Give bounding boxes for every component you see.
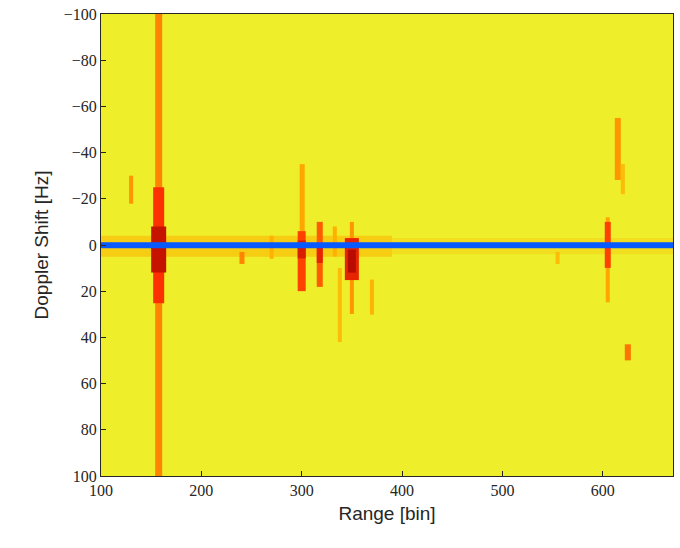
svg-text:500: 500: [490, 482, 514, 499]
svg-text:−80: −80: [72, 52, 97, 69]
svg-text:300: 300: [290, 482, 314, 499]
svg-text:0: 0: [89, 237, 97, 254]
svg-text:Range [bin]: Range [bin]: [338, 503, 435, 524]
svg-text:100: 100: [73, 468, 97, 485]
svg-text:100: 100: [89, 482, 113, 499]
svg-text:Doppler Shift [Hz]: Doppler Shift [Hz]: [31, 171, 52, 320]
svg-text:400: 400: [390, 482, 414, 499]
svg-text:60: 60: [81, 375, 97, 392]
svg-text:20: 20: [81, 283, 97, 300]
svg-text:40: 40: [81, 329, 97, 346]
svg-text:−40: −40: [72, 144, 97, 161]
svg-text:200: 200: [189, 482, 213, 499]
svg-text:−100: −100: [64, 6, 97, 23]
svg-text:−60: −60: [72, 98, 97, 115]
svg-text:600: 600: [591, 482, 615, 499]
svg-text:80: 80: [81, 421, 97, 438]
svg-text:−20: −20: [72, 190, 97, 207]
